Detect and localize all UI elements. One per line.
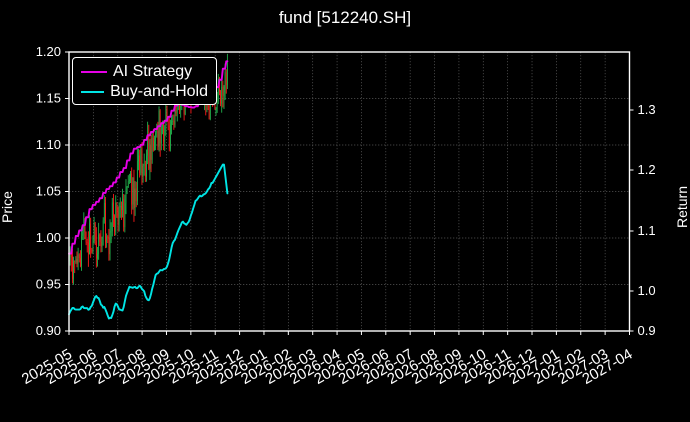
svg-text:1.05: 1.05	[36, 184, 61, 199]
svg-text:1.0: 1.0	[638, 283, 656, 298]
svg-text:0.90: 0.90	[36, 323, 61, 338]
svg-text:1.15: 1.15	[36, 91, 61, 106]
svg-text:Return: Return	[674, 186, 690, 228]
svg-text:0.95: 0.95	[36, 277, 61, 292]
svg-text:0.9: 0.9	[638, 323, 656, 338]
svg-text:1.3: 1.3	[638, 102, 656, 117]
svg-text:1.1: 1.1	[638, 223, 656, 238]
svg-text:1.00: 1.00	[36, 230, 61, 245]
svg-text:1.2: 1.2	[638, 162, 656, 177]
svg-text:1.20: 1.20	[36, 44, 61, 59]
svg-text:1.10: 1.10	[36, 137, 61, 152]
svg-text:Price: Price	[0, 191, 15, 223]
